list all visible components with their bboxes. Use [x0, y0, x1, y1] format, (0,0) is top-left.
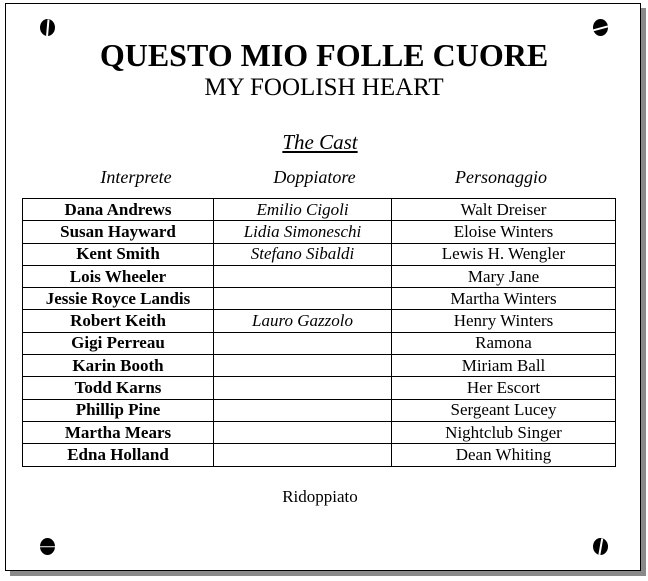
table-row: Karin Booth Miriam Ball — [22, 354, 616, 378]
actor-cell: Lois Wheeler — [22, 264, 214, 289]
character-cell: Miriam Ball — [391, 354, 616, 378]
character-cell: Ramona — [391, 331, 616, 356]
dubber-cell — [213, 287, 392, 311]
table-row: Lois Wheeler Mary Jane — [22, 264, 616, 289]
dubber-cell — [213, 398, 392, 422]
column-header-personaggio: Personaggio — [455, 167, 547, 187]
title: QUESTO MIO FOLLE CUORE — [99, 37, 549, 73]
dubber-cell: Emilio Cigoli — [213, 197, 392, 222]
actor-cell: Robert Keith — [22, 309, 214, 333]
section-title: The Cast — [282, 130, 358, 154]
character-cell: Nightclub Singer — [391, 420, 616, 445]
column-header-doppiatore: Doppiatore — [273, 167, 356, 187]
table-row: Kent Smith Stefano Sibaldi Lewis H. Wengle… — [22, 242, 616, 266]
actor-cell: Susan Hayward — [22, 220, 214, 244]
table-row: Martha Mears Nightclub Singer — [22, 420, 616, 445]
actor-cell: Phillip Pine — [22, 398, 214, 422]
character-cell: Her Escort — [391, 376, 616, 400]
actor-cell: Karin Booth — [22, 354, 214, 378]
dubber-cell — [213, 331, 392, 356]
dubber-cell — [213, 443, 392, 467]
actor-cell: Dana Andrews — [22, 197, 214, 222]
dubber-cell: Lidia Simoneschi — [213, 220, 392, 244]
character-cell: Dean Whiting — [391, 443, 616, 467]
table-row: Susan Hayward Lidia Simoneschi Eloise Wint… — [22, 220, 616, 244]
actor-cell: Martha Mears — [22, 420, 214, 445]
footer-note: Ridoppiato — [282, 487, 358, 506]
screw-icon — [593, 19, 608, 36]
character-cell: Martha Winters — [391, 287, 616, 311]
column-header-interprete: Interprete — [100, 167, 172, 187]
dubber-cell — [213, 264, 392, 289]
actor-cell: Edna Holland — [22, 443, 214, 467]
actor-cell: Gigi Perreau — [22, 331, 214, 356]
dubber-cell: Stefano Sibaldi — [213, 242, 392, 266]
character-cell: Henry Winters — [391, 309, 616, 333]
dubber-cell — [213, 420, 392, 445]
dubber-cell — [213, 376, 392, 400]
character-cell: Mary Jane — [391, 264, 616, 289]
screw-icon — [40, 19, 55, 36]
table-row: Dana Andrews Emilio Cigoli Walt Dreiser — [22, 197, 616, 222]
actor-cell: Jessie Royce Landis — [22, 287, 214, 311]
screw-icon — [593, 538, 608, 555]
table-row: Gigi Perreau Ramona — [22, 331, 616, 356]
subtitle: MY FOOLISH HEART — [204, 74, 444, 101]
character-cell: Walt Dreiser — [391, 197, 616, 222]
character-cell: Eloise Winters — [391, 220, 616, 244]
actor-cell: Todd Karns — [22, 376, 214, 400]
dubber-cell — [213, 354, 392, 378]
actor-cell: Kent Smith — [22, 242, 214, 266]
table-row: Jessie Royce Landis Martha Winters — [22, 287, 616, 311]
character-cell: Lewis H. Wengler — [391, 242, 616, 266]
cast-table: Dana Andrews Emilio Cigoli Walt Dreiser Sus… — [22, 197, 616, 467]
character-cell: Sergeant Lucey — [391, 398, 616, 422]
table-row: Phillip Pine Sergeant Lucey — [22, 398, 616, 422]
screw-icon — [40, 538, 55, 555]
table-row: Todd Karns Her Escort — [22, 376, 616, 400]
table-row: Robert Keith Lauro Gazzolo Henry Winters — [22, 309, 616, 333]
dubber-cell: Lauro Gazzolo — [213, 309, 392, 333]
table-row: Edna Holland Dean Whiting — [22, 443, 616, 467]
